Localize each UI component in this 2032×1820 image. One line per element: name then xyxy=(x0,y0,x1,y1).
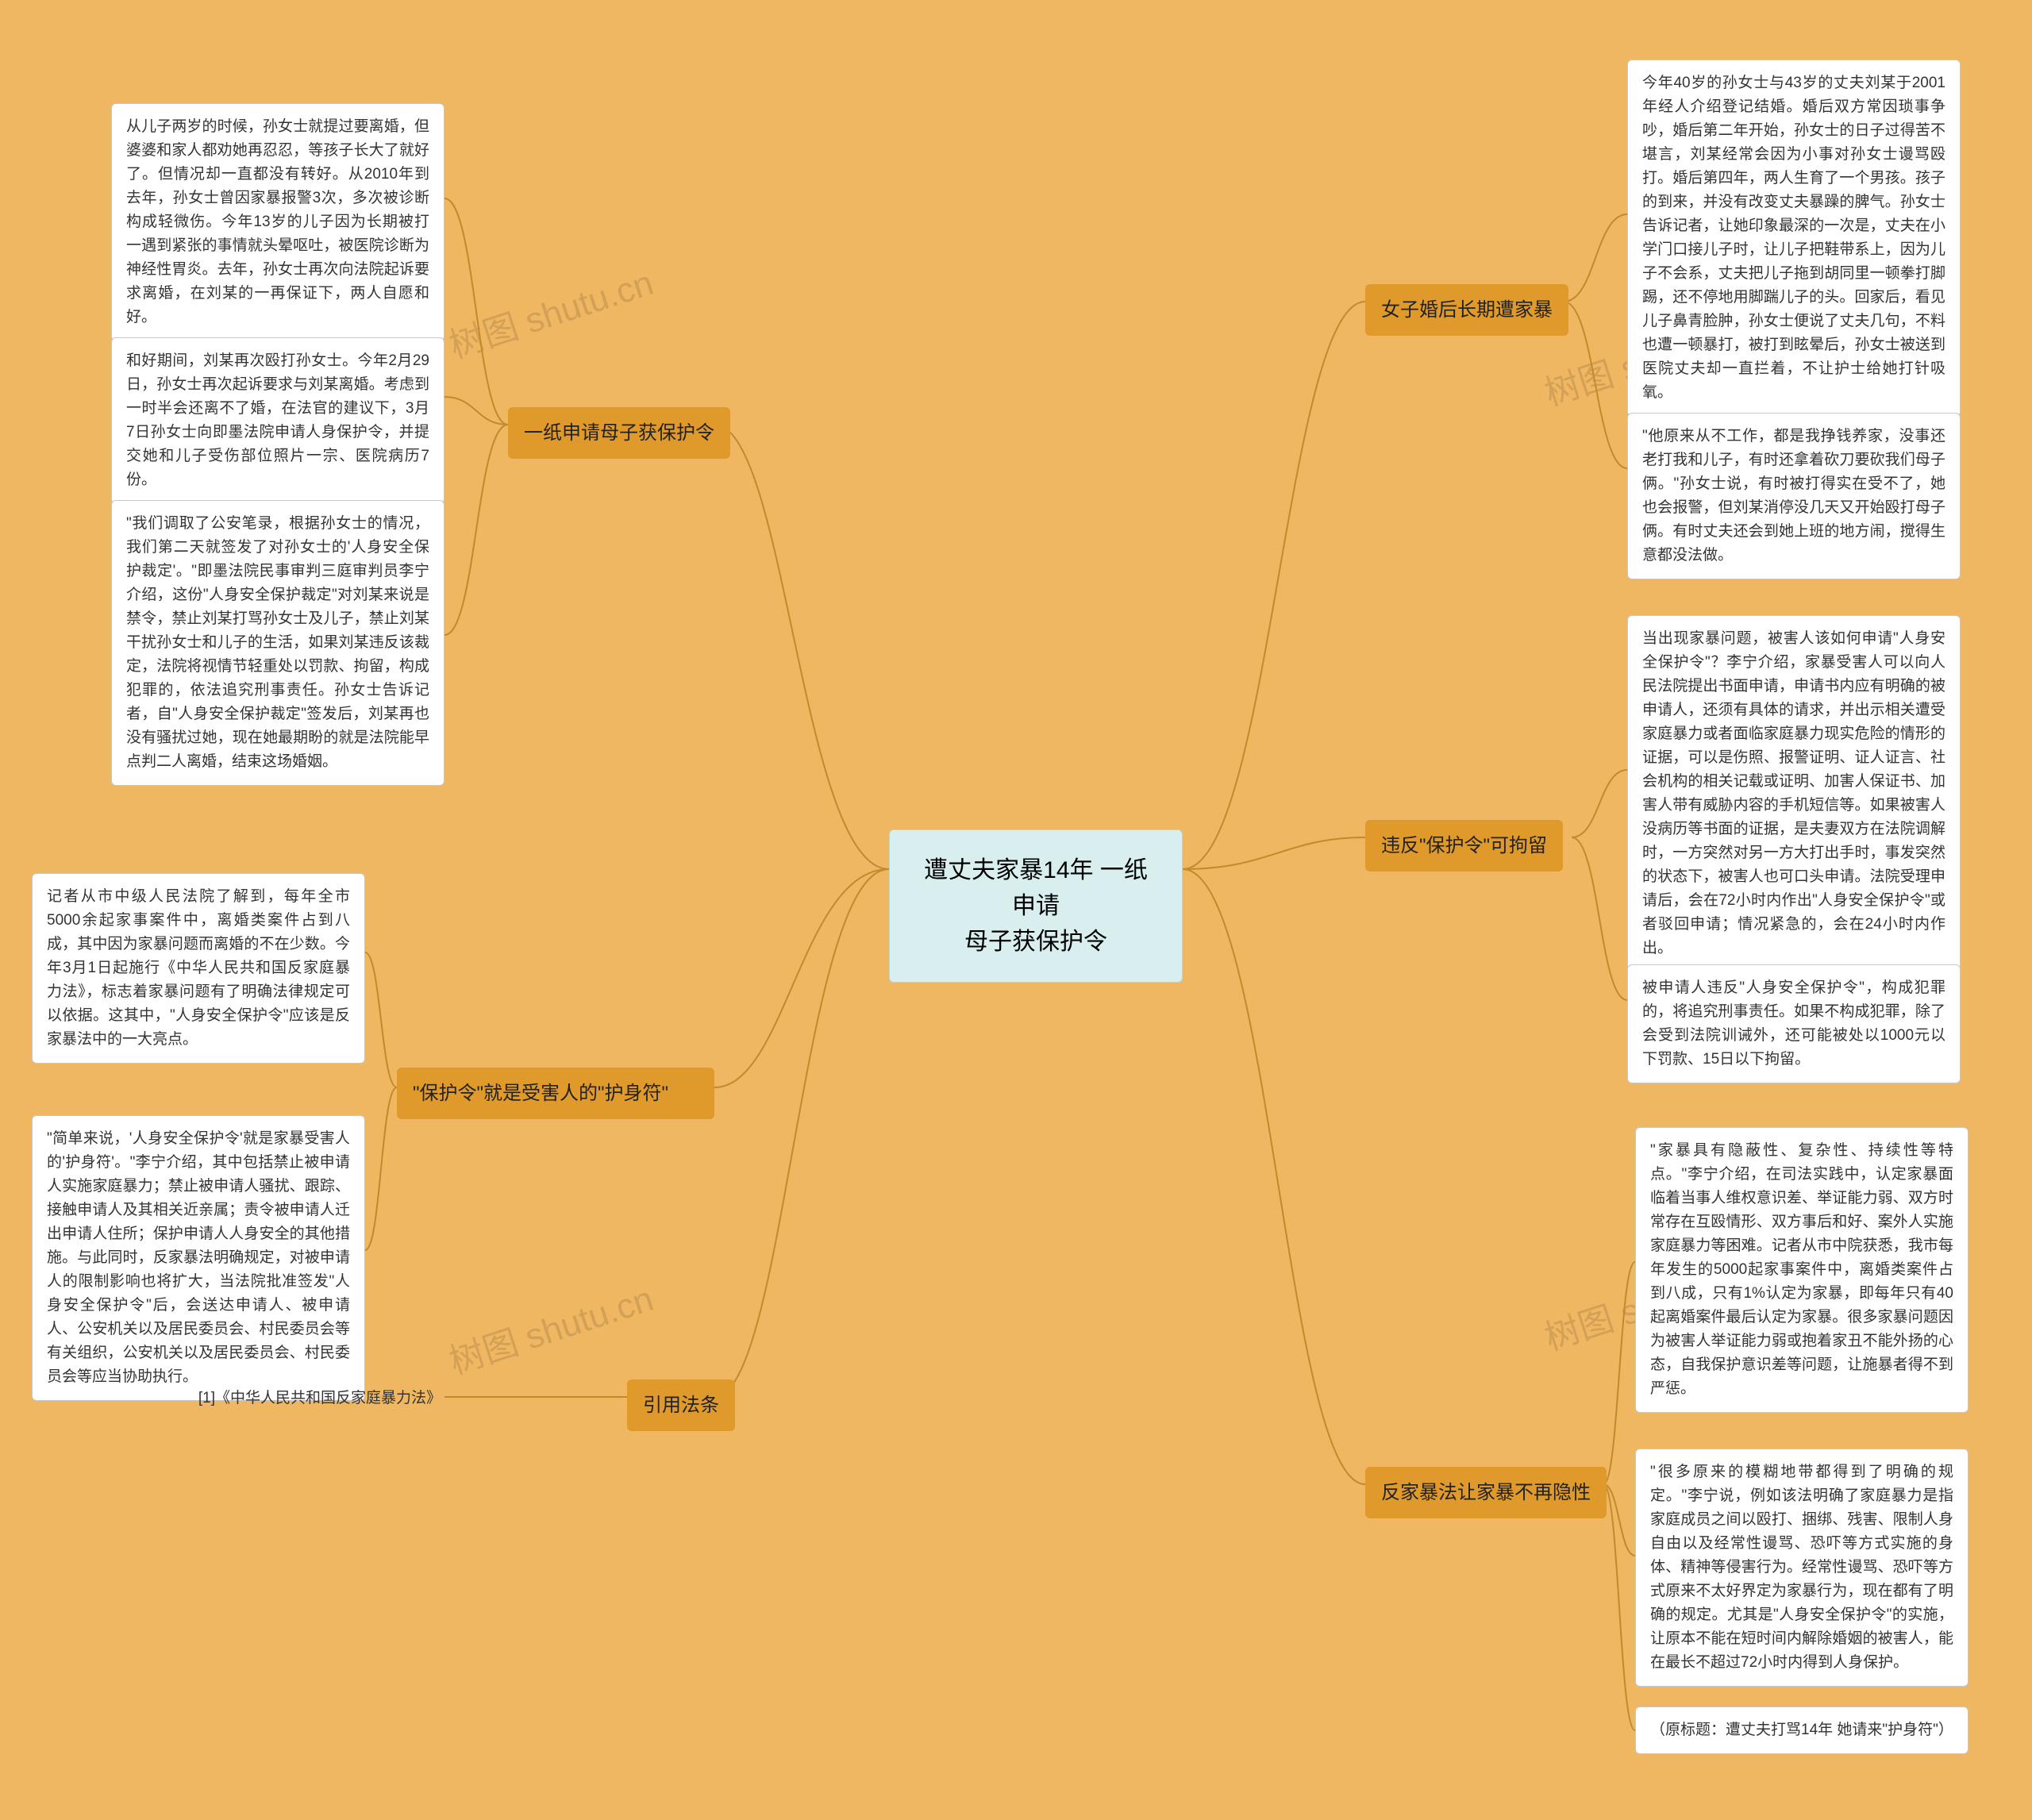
branch-left-2[interactable]: 引用法条 xyxy=(627,1379,735,1431)
watermark: 树图 shutu.cn xyxy=(442,254,659,367)
center-node[interactable]: 遭丈夫家暴14年 一纸申请 母子获保护令 xyxy=(889,829,1183,983)
branch-left-1[interactable]: "保护令"就是受害人的"护身符" xyxy=(397,1068,714,1119)
leaf-left-0-2: "我们调取了公安笔录，根据孙女士的情况，我们第二天就签发了对孙女士的'人身安全保… xyxy=(111,500,444,786)
branch-left-0[interactable]: 一纸申请母子获保护令 xyxy=(508,407,730,459)
leaf-left-2-0: [1]《中华人民共和国反家庭暴力法》 xyxy=(171,1383,444,1414)
watermark: 树图 shutu.cn xyxy=(442,1270,659,1383)
leaf-left-0-1: 和好期间，刘某再次殴打孙女士。今年2月29日，孙女士再次起诉要求与刘某离婚。考虑… xyxy=(111,337,444,504)
leaf-right-1-0: 当出现家暴问题，被害人该如何申请"人身安全保护令"？李宁介绍，家暴受害人可以向人… xyxy=(1627,615,1961,972)
leaf-right-2-2: （原标题：遭丈夫打骂14年 她请来"护身符"） xyxy=(1635,1706,1968,1754)
leaf-left-1-0: 记者从市中级人民法院了解到，每年全市5000余起家事案件中，离婚类案件占到八成，… xyxy=(32,873,365,1064)
leaf-right-1-1: 被申请人违反"人身安全保护令"，构成犯罪的，将追究刑事责任。如果不构成犯罪，除了… xyxy=(1627,964,1961,1083)
branch-right-1[interactable]: 违反"保护令"可拘留 xyxy=(1365,820,1563,872)
branch-right-0[interactable]: 女子婚后长期遭家暴 xyxy=(1365,284,1568,336)
center-title-line2: 母子获保护令 xyxy=(915,924,1156,960)
leaf-right-0-0: 今年40岁的孙女士与43岁的丈夫刘某于2001年经人介绍登记结婚。婚后双方常因琐… xyxy=(1627,60,1961,417)
center-title-line1: 遭丈夫家暴14年 一纸申请 xyxy=(915,852,1156,924)
leaf-right-0-1: "他原来从不工作，都是我挣钱养家，没事还老打我和儿子，有时还拿着砍刀要砍我们母子… xyxy=(1627,413,1961,579)
leaf-left-1-1: "简单来说，'人身安全保护令'就是家暴受害人的'护身符'。"李宁介绍，其中包括禁… xyxy=(32,1115,365,1401)
leaf-right-2-1: "很多原来的模糊地带都得到了明确的规定。"李宁说，例如该法明确了家庭暴力是指家庭… xyxy=(1635,1449,1968,1687)
branch-right-2[interactable]: 反家暴法让家暴不再隐性 xyxy=(1365,1467,1607,1518)
leaf-right-2-0: "家暴具有隐蔽性、复杂性、持续性等特点。"李宁介绍，在司法实践中，认定家暴面临着… xyxy=(1635,1127,1968,1413)
leaf-left-0-0: 从儿子两岁的时候，孙女士就提过要离婚，但婆婆和家人都劝她再忍忍，等孩子长大了就好… xyxy=(111,103,444,341)
